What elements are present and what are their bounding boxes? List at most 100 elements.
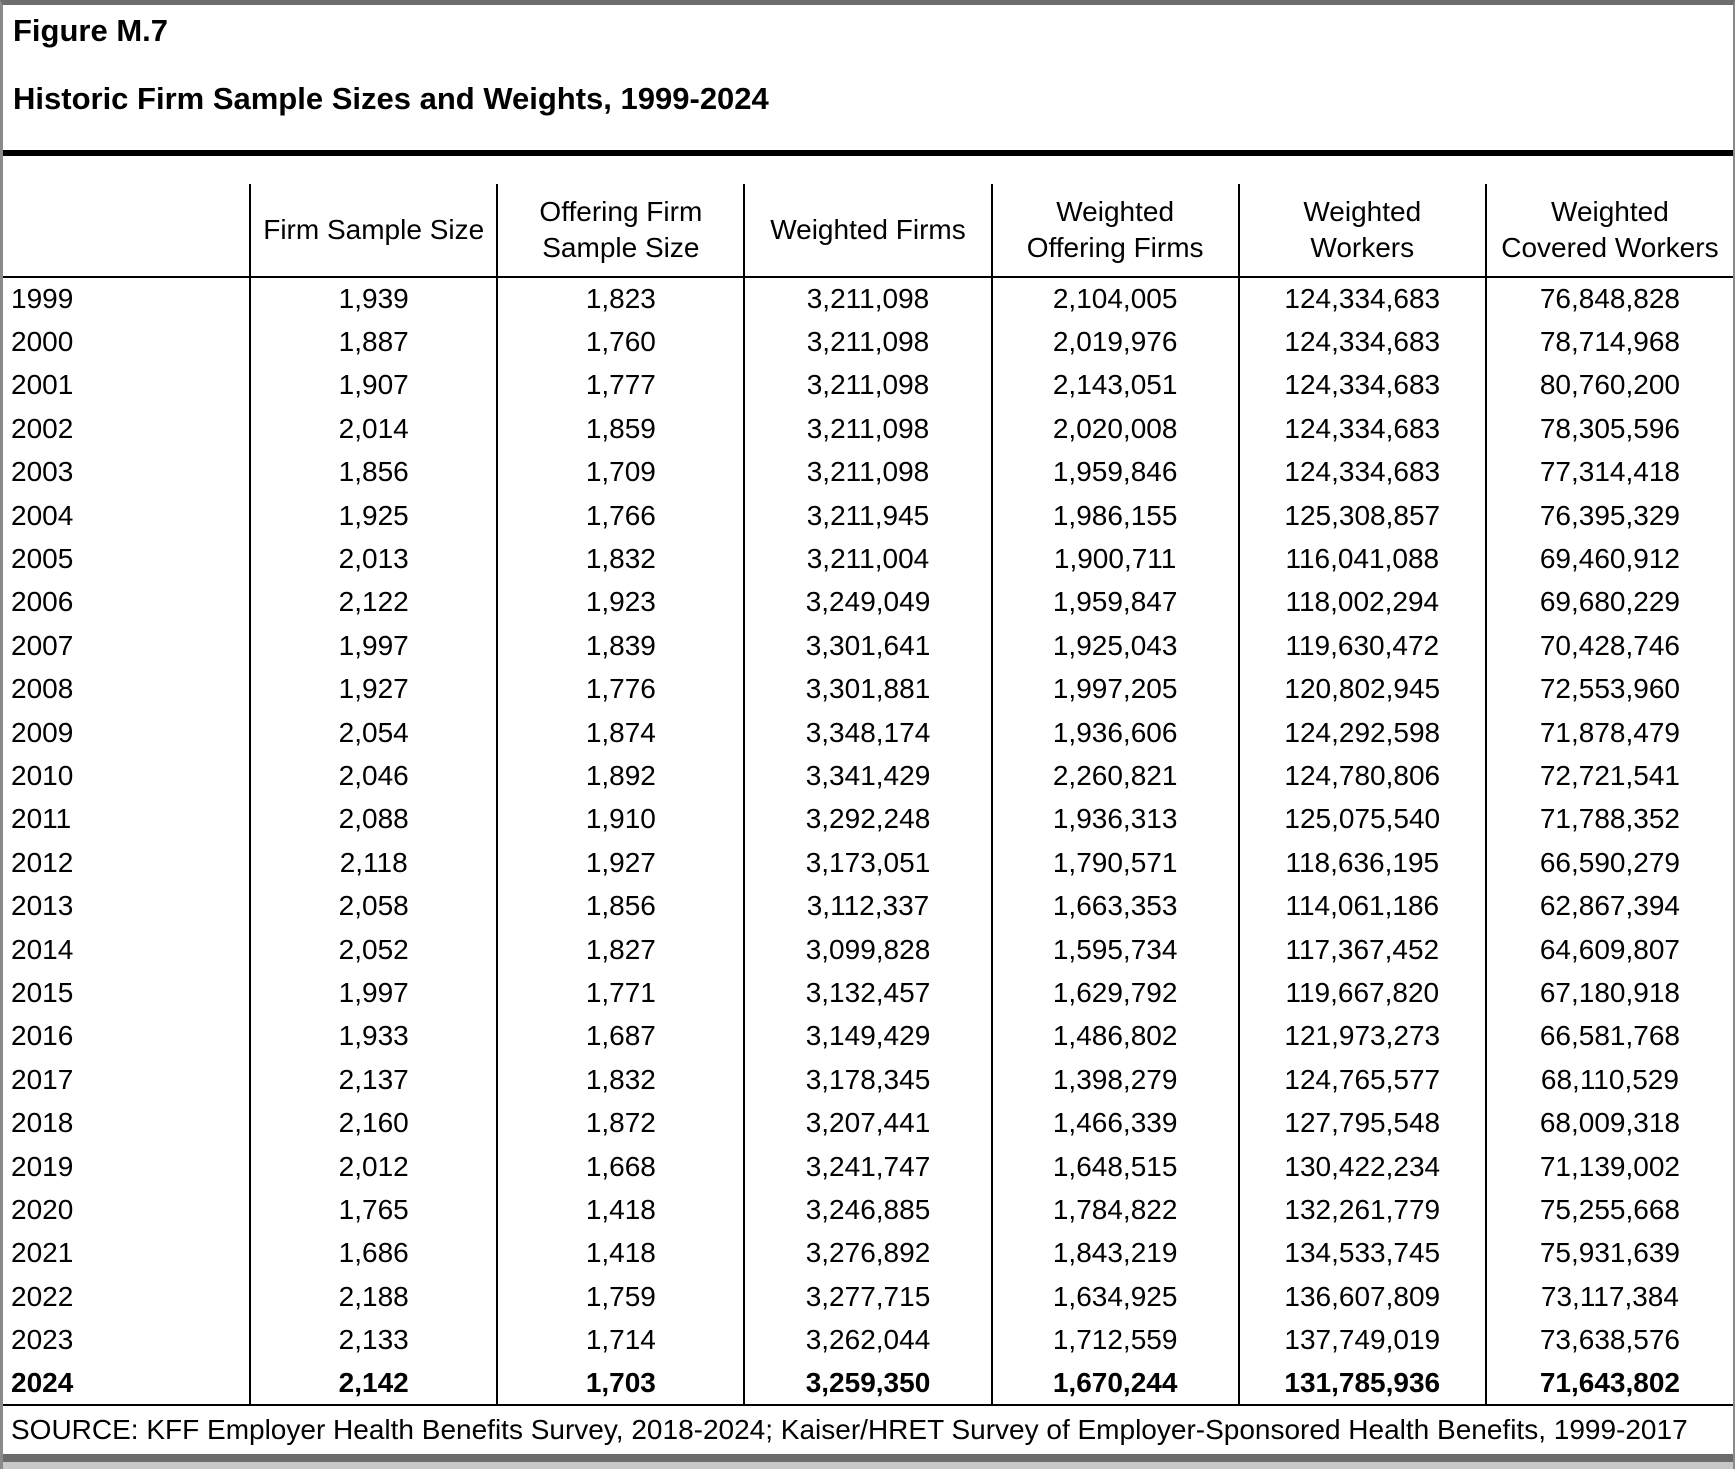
- value-cell: 1,859: [496, 407, 745, 451]
- value-cell: 73,117,384: [1484, 1274, 1733, 1319]
- column-header-offering-firm-sample-size: Offering Firm Sample Size: [496, 184, 745, 278]
- table-row: 2021 1,686 1,418 3,276,892 1,843,219 134,533,…: [3, 1231, 1733, 1275]
- sample-sizes-table: Firm Sample Size Offering Firm Sample Si…: [3, 184, 1733, 1407]
- year-cell: 2007: [11, 629, 74, 661]
- value-cell: 66,590,279: [1484, 841, 1733, 885]
- table-row: 2006 2,122 1,923 3,249,049 1,959,847 118,002,…: [3, 580, 1733, 625]
- value-cell: 131,785,936: [1237, 1361, 1486, 1407]
- value-cell: 1,595,734: [990, 927, 1239, 972]
- value-cell: 1,874: [496, 710, 745, 755]
- column-header-year: [3, 184, 251, 278]
- year-cell: 2019: [11, 1150, 74, 1182]
- value-cell: 1,823: [496, 277, 745, 321]
- value-cell: 1,766: [496, 493, 745, 538]
- table-row: 2022 2,188 1,759 3,277,715 1,634,925 136,607,…: [3, 1274, 1733, 1319]
- column-header-weighted-covered-workers: Weighted Covered Workers: [1484, 184, 1733, 278]
- year-cell: 1999: [11, 283, 74, 315]
- value-cell: 80,760,200: [1484, 363, 1733, 408]
- value-cell: 76,395,329: [1484, 493, 1733, 538]
- value-cell: 127,795,548: [1237, 1101, 1486, 1145]
- value-cell: 1,634,925: [990, 1274, 1239, 1319]
- value-cell: 1,923: [496, 580, 745, 625]
- value-cell: 1,887: [249, 320, 498, 364]
- year-cell: 2001: [11, 369, 74, 401]
- table-row: 2014 2,052 1,827 3,099,828 1,595,734 117,367,…: [3, 927, 1733, 972]
- value-cell: 114,061,186: [1237, 884, 1486, 928]
- column-header-weighted-firms: Weighted Firms: [743, 184, 992, 278]
- value-cell: 1,939: [249, 277, 498, 321]
- value-cell: 2,058: [249, 884, 498, 928]
- value-cell: 137,749,019: [1237, 1318, 1486, 1362]
- value-cell: 124,334,683: [1237, 450, 1486, 494]
- value-cell: 3,149,429: [743, 1014, 992, 1059]
- table-row: 2001 1,907 1,777 3,211,098 2,143,051 124,334,…: [3, 363, 1733, 408]
- table-row: 1999 1,939 1,823 3,211,098 2,104,005 124,334,…: [3, 277, 1733, 321]
- table-row: 2013 2,058 1,856 3,112,337 1,663,353 114,061,…: [3, 884, 1733, 928]
- value-cell: 3,249,049: [743, 580, 992, 625]
- value-cell: 67,180,918: [1484, 971, 1733, 1015]
- value-cell: 132,261,779: [1237, 1188, 1486, 1232]
- table-row: 2012 2,118 1,927 3,173,051 1,790,571 118,636,…: [3, 841, 1733, 885]
- value-cell: 130,422,234: [1237, 1144, 1486, 1189]
- value-cell: 1,872: [496, 1101, 745, 1145]
- value-cell: 1,765: [249, 1188, 498, 1232]
- value-cell: 1,900,711: [990, 537, 1239, 581]
- table-row: 2007 1,997 1,839 3,301,641 1,925,043 119,630,…: [3, 624, 1733, 668]
- value-cell: 3,211,098: [743, 363, 992, 408]
- value-cell: 1,907: [249, 363, 498, 408]
- value-cell: 76,848,828: [1484, 277, 1733, 321]
- table-row: 2005 2,013 1,832 3,211,004 1,900,711 116,041,…: [3, 537, 1733, 581]
- value-cell: 3,348,174: [743, 710, 992, 755]
- value-cell: 1,892: [496, 754, 745, 798]
- value-cell: 2,133: [249, 1318, 498, 1362]
- value-cell: 3,211,098: [743, 277, 992, 321]
- value-cell: 75,255,668: [1484, 1188, 1733, 1232]
- title-divider-rule: [3, 150, 1733, 156]
- spacer: [3, 156, 1733, 184]
- value-cell: 125,308,857: [1237, 493, 1486, 538]
- bottom-bar-light: [3, 1462, 1733, 1469]
- value-cell: 68,009,318: [1484, 1101, 1733, 1145]
- value-cell: 2,122: [249, 580, 498, 625]
- value-cell: 72,553,960: [1484, 667, 1733, 711]
- value-cell: 2,104,005: [990, 277, 1239, 321]
- year-cell: 2000: [11, 326, 74, 358]
- value-cell: 1,776: [496, 667, 745, 711]
- year-cell: 2002: [11, 412, 74, 444]
- value-cell: 3,276,892: [743, 1231, 992, 1275]
- value-cell: 3,241,747: [743, 1144, 992, 1189]
- table-row: 2008 1,927 1,776 3,301,881 1,997,205 120,802,…: [3, 667, 1733, 711]
- value-cell: 119,630,472: [1237, 624, 1486, 668]
- table-row: 2000 1,887 1,760 3,211,098 2,019,976 124,334,…: [3, 320, 1733, 364]
- value-cell: 1,629,792: [990, 971, 1239, 1015]
- value-cell: 1,670,244: [990, 1361, 1239, 1407]
- value-cell: 1,668: [496, 1144, 745, 1189]
- value-cell: 3,301,881: [743, 667, 992, 711]
- value-cell: 2,012: [249, 1144, 498, 1189]
- table-row: 2009 2,054 1,874 3,348,174 1,936,606 124,292,…: [3, 710, 1733, 755]
- year-cell: 2008: [11, 673, 74, 705]
- value-cell: 3,099,828: [743, 927, 992, 972]
- value-cell: 134,533,745: [1237, 1231, 1486, 1275]
- value-cell: 124,334,683: [1237, 363, 1486, 408]
- value-cell: 62,867,394: [1484, 884, 1733, 928]
- table-row: 2023 2,133 1,714 3,262,044 1,712,559 137,749,…: [3, 1318, 1733, 1362]
- year-cell: 2021: [11, 1237, 74, 1269]
- value-cell: 78,714,968: [1484, 320, 1733, 364]
- value-cell: 3,259,350: [743, 1361, 992, 1407]
- year-cell: 2018: [11, 1107, 74, 1139]
- table-header: Firm Sample Size Offering Firm Sample Si…: [3, 184, 1733, 278]
- value-cell: 66,581,768: [1484, 1014, 1733, 1059]
- value-cell: 1,959,846: [990, 450, 1239, 494]
- value-cell: 1,663,353: [990, 884, 1239, 928]
- value-cell: 125,075,540: [1237, 797, 1486, 842]
- value-cell: 3,211,098: [743, 450, 992, 494]
- year-cell: 2011: [11, 803, 72, 835]
- table-row: 2010 2,046 1,892 3,341,429 2,260,821 124,780,…: [3, 754, 1733, 798]
- value-cell: 1,936,606: [990, 710, 1239, 755]
- value-cell: 69,680,229: [1484, 580, 1733, 625]
- year-cell: 2016: [11, 1020, 74, 1052]
- value-cell: 3,341,429: [743, 754, 992, 798]
- value-cell: 1,910: [496, 797, 745, 842]
